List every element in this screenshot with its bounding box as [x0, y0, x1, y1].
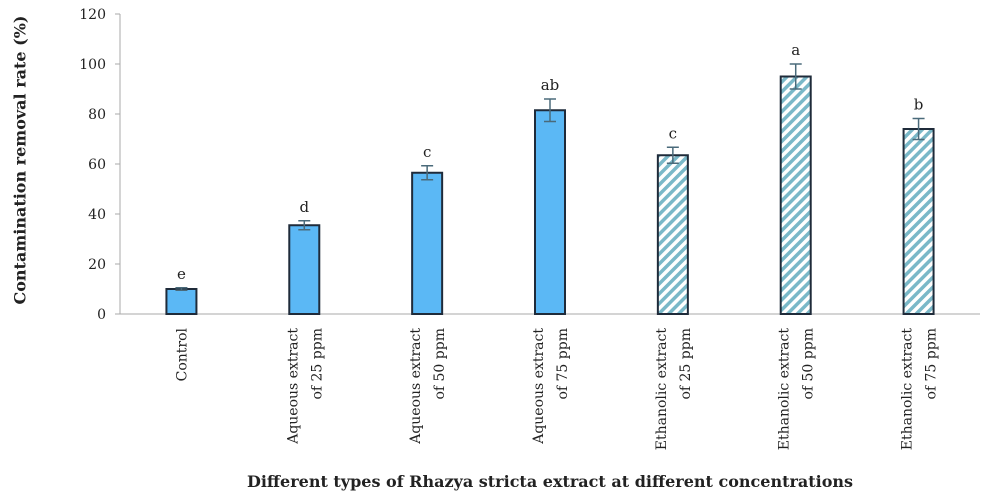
- bar: [165, 288, 198, 315]
- bar: [902, 128, 935, 315]
- significance-label: b: [914, 96, 924, 114]
- y-tick-label: 40: [88, 207, 106, 223]
- x-tick-label: of 25 ppm: [678, 328, 694, 400]
- bar: [534, 109, 566, 315]
- significance-label: c: [669, 124, 677, 142]
- significance-label: d: [299, 198, 309, 216]
- bar: [411, 171, 444, 315]
- x-tick-label: Control: [174, 327, 190, 381]
- x-tick-label: Aqueous extract: [285, 328, 301, 445]
- x-tick-label: of 75 ppm: [924, 328, 940, 400]
- y-tick-label: 120: [79, 7, 106, 23]
- significance-label: ab: [541, 76, 560, 94]
- y-tick-label: 20: [88, 257, 106, 273]
- labels: 0 20 40 60 80 100 120 e Control d Aqueous extract o…: [79, 7, 939, 450]
- x-tick-label: Ethanolic extract: [654, 328, 670, 451]
- y-tick-label: 100: [79, 57, 106, 73]
- x-tick-label: Ethanolic extract: [777, 328, 793, 451]
- x-tick-label: of 50 ppm: [432, 328, 448, 400]
- significance-label: a: [791, 41, 800, 59]
- bar: [779, 75, 812, 315]
- x-tick-label: Ethanolic extract: [900, 328, 916, 451]
- x-tick-label: Aqueous extract: [531, 328, 547, 445]
- y-tick-label: 60: [88, 157, 106, 173]
- bar: [288, 224, 321, 315]
- bar: [656, 154, 689, 315]
- x-tick-label: of 75 ppm: [555, 328, 571, 400]
- significance-label: c: [423, 143, 431, 161]
- bars: [165, 63, 935, 315]
- x-tick-label: of 25 ppm: [309, 328, 325, 400]
- y-tick-label: 80: [88, 107, 106, 123]
- significance-label: e: [177, 265, 186, 283]
- y-tick-label: 0: [97, 307, 106, 323]
- x-axis-title: Different types of Rhazya stricta extrac…: [246, 472, 854, 491]
- x-tick-label: Aqueous extract: [408, 328, 424, 445]
- x-tick-label: of 50 ppm: [801, 328, 817, 400]
